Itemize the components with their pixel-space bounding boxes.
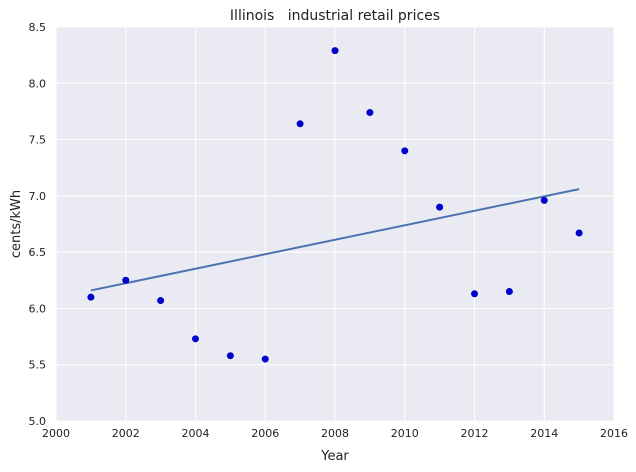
- x-tick-label: 2010: [391, 427, 419, 440]
- data-point: [157, 297, 165, 305]
- data-point: [575, 229, 583, 237]
- scatter-points: [87, 47, 583, 363]
- data-point: [366, 109, 374, 117]
- data-point: [436, 203, 444, 211]
- data-point: [296, 120, 304, 128]
- x-tick-label: 2012: [461, 427, 489, 440]
- y-tick-label: 6.5: [29, 246, 47, 259]
- data-point: [540, 196, 548, 204]
- trend-line: [90, 188, 580, 292]
- data-point: [261, 355, 269, 363]
- x-axis-ticks: 2000 2002 2004 2006 2008 2010 2012 2014 2016: [42, 427, 628, 440]
- y-tick-label: 7.5: [29, 134, 47, 147]
- x-tick-label: 2016: [600, 427, 628, 440]
- y-tick-label: 8.0: [29, 77, 47, 90]
- x-axis-label: Year: [320, 449, 349, 464]
- y-tick-label: 7.0: [29, 190, 47, 203]
- x-tick-label: 2004: [182, 427, 210, 440]
- x-tick-label: 2008: [321, 427, 349, 440]
- data-point: [331, 47, 339, 55]
- data-point: [226, 352, 234, 360]
- data-point: [471, 290, 478, 298]
- grid: [55, 26, 615, 422]
- trend-line-layer: [90, 188, 580, 292]
- data-point: [401, 147, 409, 155]
- y-axis-label: cents/kWh: [9, 190, 24, 258]
- y-tick-label: 8.5: [29, 21, 47, 34]
- x-tick-label: 2002: [112, 427, 140, 440]
- x-tick-label: 2000: [42, 427, 70, 440]
- y-tick-label: 6.0: [29, 302, 47, 315]
- data-point: [505, 288, 513, 296]
- x-tick-label: 2006: [251, 427, 279, 440]
- y-tick-label: 5.0: [29, 415, 47, 428]
- data-point: [87, 293, 95, 301]
- y-axis-ticks: 5.0 5.5 6.0 6.5 7.0 7.5 8.0 8.5: [29, 21, 47, 428]
- y-tick-label: 5.5: [29, 359, 47, 372]
- data-point: [122, 276, 130, 284]
- x-tick-label: 2014: [530, 427, 558, 440]
- data-point: [192, 335, 199, 343]
- chart-title: Illinois industrial retail prices: [230, 8, 440, 24]
